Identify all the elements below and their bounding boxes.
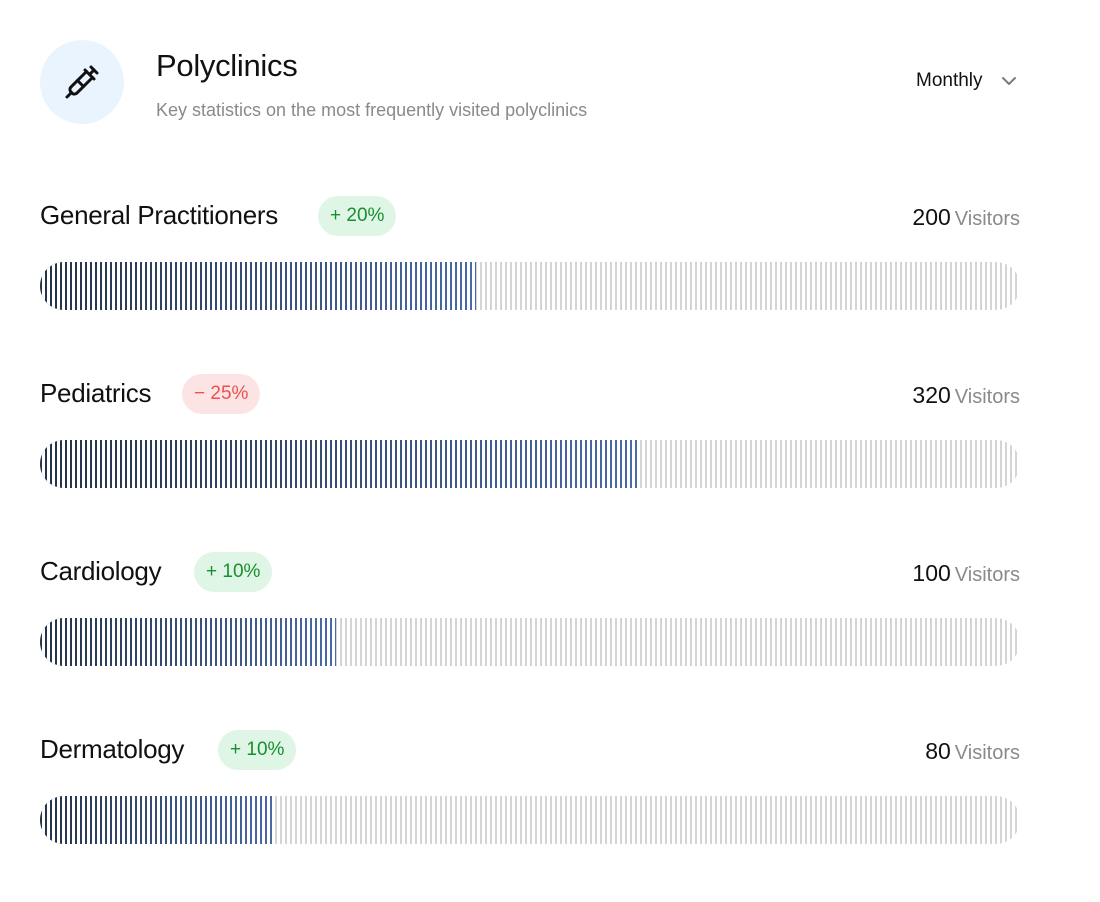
period-dropdown[interactable]: Monthly: [916, 70, 1019, 92]
visitor-progress-bar: [40, 440, 1020, 488]
visitor-progress-fill: [40, 796, 276, 844]
change-badge: + 10%: [194, 552, 273, 592]
chevron-down-icon: [1001, 77, 1016, 85]
change-badge: + 10%: [218, 730, 297, 770]
header-icon-badge: [40, 40, 124, 124]
clinic-name: Pediatrics: [40, 378, 152, 408]
change-badge: + 20%: [318, 196, 397, 236]
visitor-progress-bar: [40, 796, 1020, 844]
visitor-number: 100: [912, 560, 951, 586]
visitor-count: 200 Visitors: [912, 204, 1020, 231]
visitor-count: 320 Visitors: [912, 382, 1020, 409]
period-selected-label: Monthly: [916, 70, 983, 91]
syringe-icon: [65, 65, 99, 99]
visitor-label: Visitors: [954, 386, 1020, 408]
visitor-progress-bar: [40, 618, 1020, 666]
clinic-row-dermatology: Dermatology + 10% 80 Visitors: [40, 730, 1020, 850]
page-subtitle: Key statistics on the most frequently vi…: [156, 100, 588, 120]
visitor-progress-fill: [40, 440, 638, 488]
visitor-progress-fill: [40, 618, 336, 666]
visitor-number: 80: [925, 738, 951, 764]
visitor-label: Visitors: [954, 742, 1020, 764]
visitor-count: 80 Visitors: [925, 738, 1020, 765]
page-title: Polyclinics: [156, 48, 298, 83]
clinic-row-pediatrics: Pediatrics − 25% 320 Visitors: [40, 374, 1020, 494]
visitor-label: Visitors: [954, 564, 1020, 586]
clinic-name: Dermatology: [40, 734, 185, 764]
visitor-count: 100 Visitors: [912, 560, 1020, 587]
clinic-name: Cardiology: [40, 556, 162, 586]
clinic-name: General Practitioners: [40, 200, 278, 230]
visitor-progress-fill: [40, 262, 477, 310]
clinic-row-cardiology: Cardiology + 10% 100 Visitors: [40, 552, 1020, 672]
visitor-progress-bar: [40, 262, 1020, 310]
visitor-number: 200: [912, 204, 951, 230]
clinic-row-general-practitioners: General Practitioners + 20% 200 Visitors: [40, 196, 1020, 316]
change-badge: − 25%: [182, 374, 261, 414]
visitor-label: Visitors: [954, 208, 1020, 230]
visitor-number: 320: [912, 382, 951, 408]
